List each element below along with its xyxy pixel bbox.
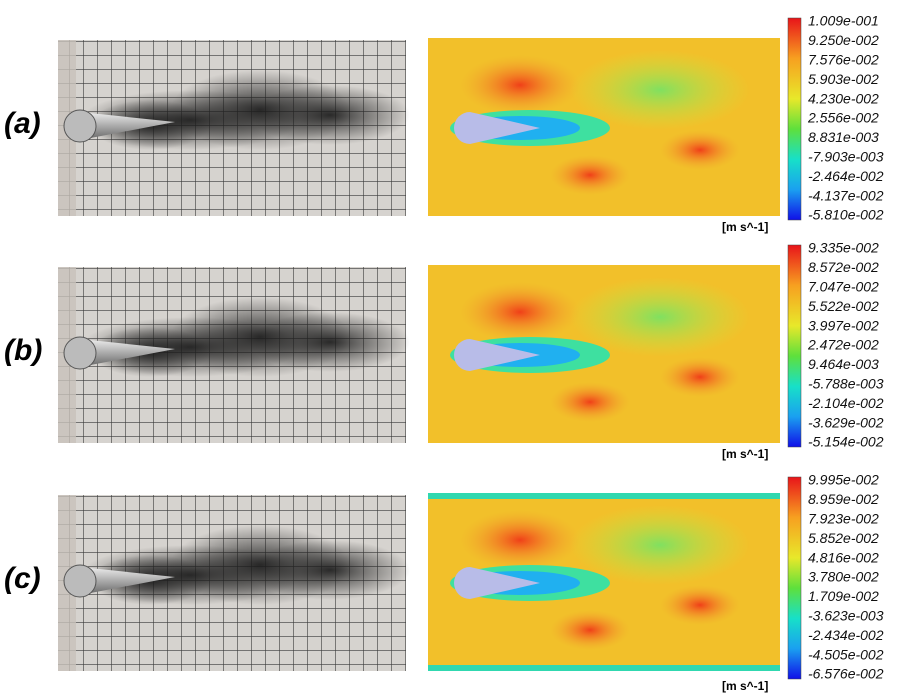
wall [428, 493, 780, 499]
photo [58, 267, 410, 443]
green-region [570, 50, 750, 130]
hot-region [660, 130, 740, 170]
photo [58, 40, 410, 216]
colorbar-label: 8.831e-003 [808, 129, 879, 145]
colorbar [788, 477, 801, 679]
hot-region [660, 585, 740, 625]
colorbar-label: 5.852e-002 [808, 530, 879, 546]
smoke [250, 540, 410, 600]
colorbar-label: 9.995e-002 [808, 472, 879, 488]
smoke [250, 85, 410, 145]
hot-region [550, 382, 630, 422]
colorbar-label: 3.780e-002 [808, 569, 879, 585]
panel: (b) 9.335e-002 8.572e-002 7.047e-002 5.522e-… [4, 240, 884, 461]
green-region [570, 277, 750, 357]
contour [428, 38, 780, 216]
colorbar-label: 8.572e-002 [808, 259, 879, 275]
green-region [570, 505, 750, 585]
colorbar-label: -6.576e-002 [808, 666, 884, 682]
colorbar-label: 3.997e-002 [808, 317, 879, 333]
colorbar-label: -4.137e-002 [808, 187, 884, 203]
colorbar-label: 1.009e-001 [808, 13, 879, 29]
wall [428, 665, 780, 671]
colorbar-label: -5.810e-002 [808, 207, 884, 223]
colorbar-label: 9.335e-002 [808, 240, 879, 256]
colorbar-label: 2.556e-002 [807, 110, 879, 126]
hot-region [460, 55, 580, 115]
figure: (a) 1.009e-001 9.250e-002 7.576e-002 5.903e-… [0, 0, 902, 693]
unit-label: [m s^-1] [722, 679, 768, 693]
colorbar-label: 7.923e-002 [808, 511, 879, 527]
contour [428, 265, 780, 443]
panel-label: (b) [4, 334, 42, 367]
colorbar-label: -5.154e-002 [808, 434, 884, 450]
colorbar-label: -4.505e-002 [808, 646, 884, 662]
colorbar-label: 2.472e-002 [807, 337, 879, 353]
colorbar-label: 9.250e-002 [808, 32, 879, 48]
cylinder [64, 110, 96, 142]
colorbar-label: 1.709e-002 [808, 588, 879, 604]
panel: (a) 1.009e-001 9.250e-002 7.576e-002 5.903e-… [4, 13, 884, 234]
hot-region [660, 357, 740, 397]
colorbar-label: -2.104e-002 [808, 395, 884, 411]
colorbar-label: -3.629e-002 [808, 414, 884, 430]
colorbar [788, 18, 801, 220]
cylinder [64, 565, 96, 597]
colorbar-label: 5.522e-002 [808, 298, 879, 314]
colorbar-label: 4.816e-002 [808, 549, 879, 565]
panel: (c) 9.995e-002 8.959e-002 7.923e-002 5.852e-… [4, 472, 884, 693]
colorbar-label: -7.903e-003 [808, 149, 884, 165]
hot-region [550, 610, 630, 650]
hot-region [460, 510, 580, 570]
colorbar-label: 8.959e-002 [808, 491, 879, 507]
colorbar-label: 9.464e-003 [808, 356, 879, 372]
colorbar-label: -2.434e-002 [808, 627, 884, 643]
colorbar-label: 5.903e-002 [808, 71, 879, 87]
colorbar-label: 4.230e-002 [808, 90, 879, 106]
panel-label: (a) [4, 107, 41, 140]
photo [58, 495, 410, 671]
hot-region [550, 155, 630, 195]
unit-label: [m s^-1] [722, 220, 768, 234]
smoke [250, 312, 410, 372]
colorbar-label: -5.788e-003 [808, 376, 884, 392]
colorbar-label: 7.047e-002 [808, 279, 879, 295]
unit-label: [m s^-1] [722, 447, 768, 461]
colorbar-label: -3.623e-003 [808, 608, 884, 624]
colorbar-label: 7.576e-002 [808, 52, 879, 68]
panel-label: (c) [4, 562, 41, 595]
colorbar-label: -2.464e-002 [808, 168, 884, 184]
contour [428, 493, 780, 671]
hot-region [460, 282, 580, 342]
colorbar [788, 245, 801, 447]
cylinder [64, 337, 96, 369]
